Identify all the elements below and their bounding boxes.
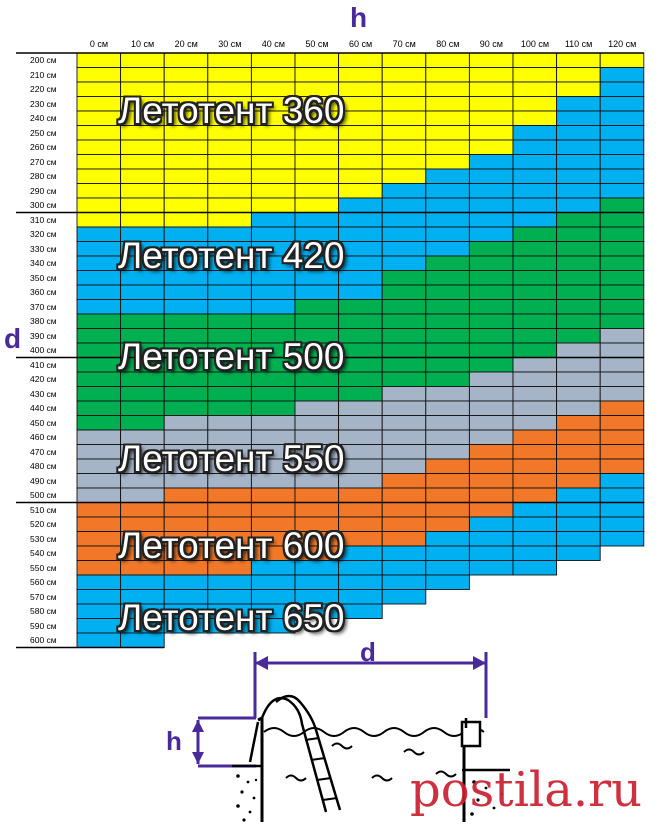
zone-label: Летотент 360: [118, 89, 345, 131]
row-header: 290 см: [30, 185, 57, 196]
column-header: 40 см: [261, 39, 285, 49]
grid-cell: [381, 589, 427, 605]
row-header: 490 см: [30, 475, 57, 486]
row-header: 380 см: [30, 316, 57, 326]
zone-label: Летотент 600: [118, 524, 345, 566]
row-header: 200 см: [30, 55, 57, 65]
column-header: 20 см: [174, 39, 198, 49]
row-header: 280 см: [30, 171, 57, 181]
row-header: 210 см: [30, 69, 57, 80]
row-header: 300 см: [30, 200, 57, 210]
zone-label: Летотент 650: [118, 597, 345, 638]
row-header: 390 см: [30, 330, 57, 341]
row-header: 550 см: [30, 562, 57, 573]
grid-cell: [599, 531, 645, 547]
column-header: 100 см: [520, 39, 550, 49]
axis-d-label: d: [4, 323, 22, 354]
row-header: 310 см: [30, 214, 57, 225]
pool-h-label: h: [166, 726, 182, 756]
column-header: 0 см: [89, 39, 109, 49]
row-header: 480 см: [30, 461, 57, 471]
column-header: 30 см: [218, 39, 242, 49]
column-header: 90 см: [479, 39, 503, 49]
row-header: 560 см: [30, 577, 57, 587]
row-header: 320 см: [30, 229, 57, 239]
row-header: 250 см: [30, 127, 57, 138]
row-header: 500 см: [30, 490, 57, 500]
row-header: 350 см: [30, 272, 57, 283]
row-header: 440 см: [30, 403, 57, 413]
row-header: 270 см: [30, 156, 57, 167]
row-header: 220 см: [30, 84, 57, 94]
grid-cell: [250, 618, 296, 634]
row-header: 420 см: [30, 374, 57, 384]
column-header: 70 см: [392, 39, 416, 49]
column-header: 50 см: [305, 39, 329, 49]
row-header: 330 см: [30, 243, 57, 254]
row-header: 470 см: [30, 446, 57, 457]
column-header: 110 см: [564, 39, 593, 49]
pool-d-label: d: [360, 637, 376, 667]
grid-cell: [512, 560, 558, 576]
d-arrow-right-icon: [473, 656, 486, 670]
row-header: 530 см: [30, 533, 57, 544]
row-header: 360 см: [30, 287, 57, 297]
h-arrow-up-icon: [192, 720, 204, 732]
zone-label: Летотент 420: [118, 234, 345, 276]
zone-label: Летотент 500: [118, 336, 345, 377]
grid-cell: [556, 545, 601, 561]
d-arrow-left-icon: [255, 656, 268, 670]
row-header: 510 см: [30, 504, 57, 515]
row-header: 230 см: [30, 98, 57, 109]
column-header: 80 см: [436, 39, 460, 49]
column-header: 10 см: [130, 39, 155, 49]
row-header: 400 см: [30, 345, 57, 355]
row-header: 590 см: [30, 620, 57, 631]
row-header: 260 см: [30, 142, 57, 152]
watermark: postila.ru: [410, 762, 642, 818]
ladder-rail-left: [260, 696, 328, 813]
ground-texture: [236, 774, 504, 822]
ladder-rail-right: [275, 694, 342, 811]
column-header: 120 см: [608, 39, 637, 49]
row-header: 600 см: [30, 635, 57, 645]
row-header: 460 см: [30, 432, 57, 442]
row-header: 340 см: [30, 258, 57, 268]
row-header: 580 см: [30, 606, 57, 616]
row-header: 370 см: [30, 301, 57, 312]
row-header: 410 см: [30, 359, 57, 370]
zone-label: Летотент 550: [118, 437, 345, 479]
grid-cell: [338, 603, 383, 619]
grid-cell: [425, 574, 470, 590]
h-arrow-down-icon: [192, 752, 204, 764]
row-header: 450 см: [30, 417, 57, 428]
skimmer-icon: [460, 720, 482, 748]
axis-h-label: h: [350, 2, 368, 33]
row-header: 430 см: [30, 388, 57, 399]
water-surface: [263, 727, 485, 737]
row-header: 520 см: [30, 519, 57, 529]
row-header: 570 см: [30, 591, 57, 602]
row-header: 240 см: [30, 113, 57, 123]
row-header: 540 см: [30, 548, 57, 558]
column-header: 60 см: [348, 39, 373, 49]
